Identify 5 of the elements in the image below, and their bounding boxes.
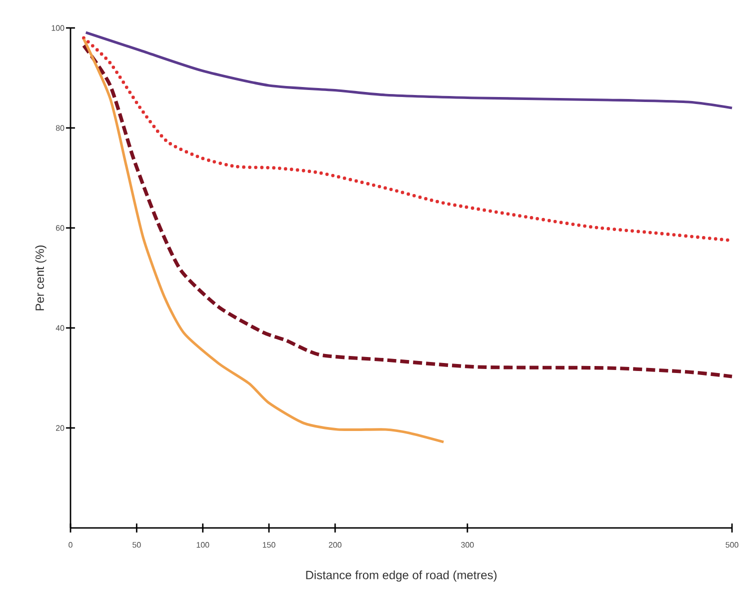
line-series: [82, 44, 734, 378]
line-series: [84, 31, 734, 110]
x-axis-title: Distance from edge of road (metres): [306, 570, 496, 582]
y-axis-title: Per cent (%): [35, 246, 46, 310]
line-series: [82, 38, 445, 444]
